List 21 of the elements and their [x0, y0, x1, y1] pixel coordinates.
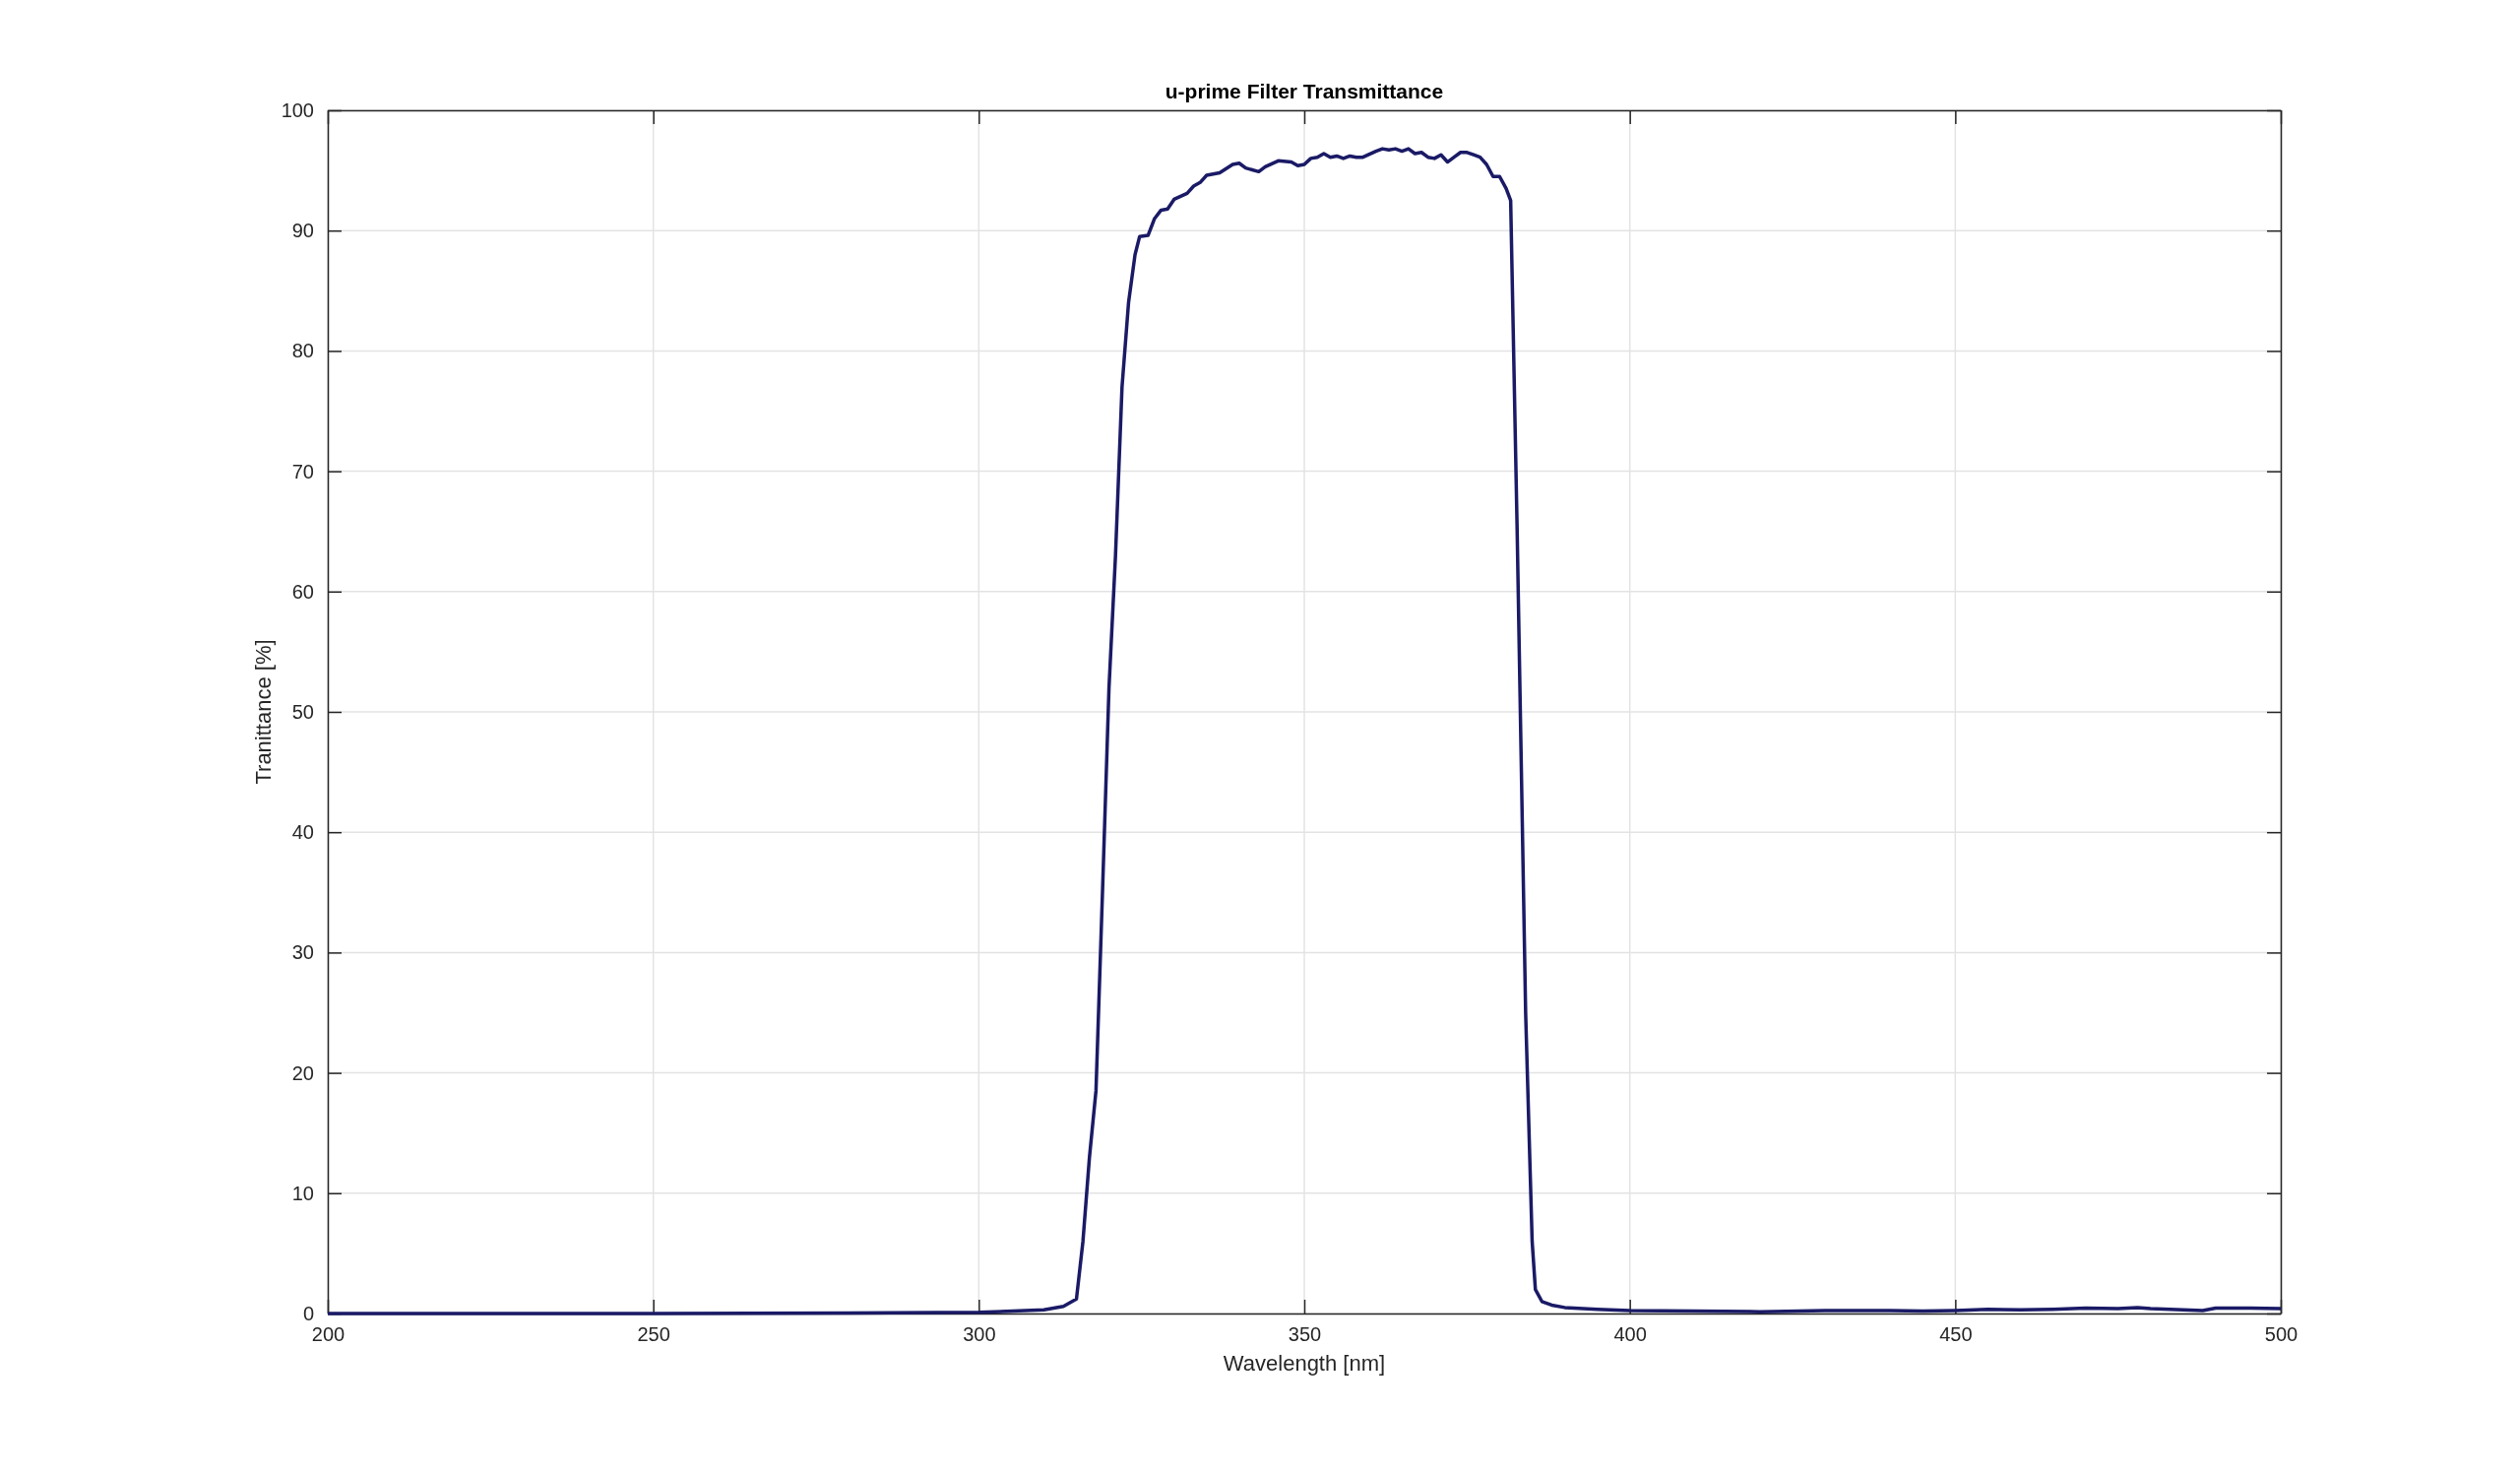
y-tick-label: 30 [291, 941, 314, 964]
y-tick-label: 70 [291, 460, 314, 482]
x-tick-label: 300 [963, 1323, 996, 1346]
y-tick-label: 10 [291, 1182, 314, 1204]
x-axis-title: Wavelength [nm] [1223, 1351, 1386, 1376]
x-tick-label: 500 [2264, 1323, 2299, 1346]
y-axis-title: Tranittance [%] [251, 639, 276, 785]
x-tick-label: 400 [1613, 1323, 1647, 1346]
y-tick-label: 90 [291, 220, 314, 242]
y-tick-label: 50 [291, 700, 314, 723]
x-tick-label: 250 [637, 1323, 670, 1346]
y-tick-label: 0 [302, 1302, 314, 1324]
y-tick-label: 100 [281, 98, 314, 121]
y-tick-label: 80 [291, 340, 314, 362]
x-tick-label: 350 [1288, 1323, 1322, 1346]
x-tick-label: 450 [1939, 1323, 1973, 1346]
y-tick-label: 20 [291, 1061, 314, 1084]
chart-title: u-prime Filter Transmittance [1165, 80, 1444, 102]
y-tick-label: 60 [291, 580, 314, 603]
y-tick-label: 40 [291, 821, 314, 844]
x-tick-label: 200 [311, 1323, 346, 1346]
